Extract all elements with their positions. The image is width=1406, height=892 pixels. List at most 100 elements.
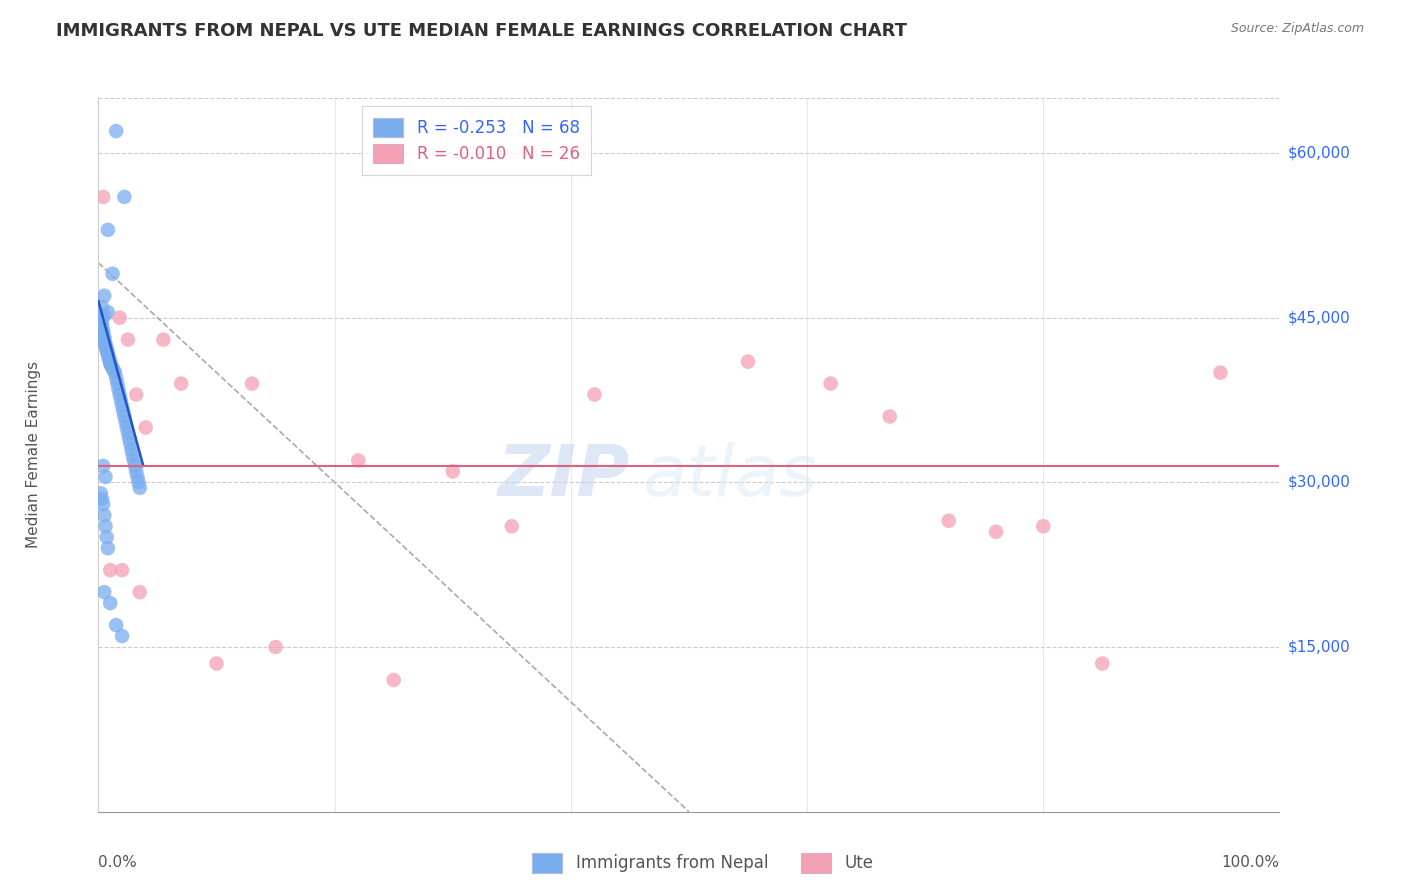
Text: IMMIGRANTS FROM NEPAL VS UTE MEDIAN FEMALE EARNINGS CORRELATION CHART: IMMIGRANTS FROM NEPAL VS UTE MEDIAN FEMA…	[56, 22, 907, 40]
Point	[96, 530, 118, 544]
Point	[110, 392, 132, 407]
Point	[124, 458, 146, 473]
Point	[91, 458, 114, 473]
Point	[93, 289, 115, 303]
Point	[125, 464, 148, 478]
Point	[91, 318, 114, 332]
Point	[879, 409, 901, 424]
Point	[90, 315, 112, 329]
Point	[101, 361, 124, 376]
Point	[128, 585, 150, 599]
Point	[93, 309, 115, 323]
Point	[120, 437, 142, 451]
Point	[93, 330, 115, 344]
Legend: Immigrants from Nepal, Ute: Immigrants from Nepal, Ute	[526, 847, 880, 880]
Point	[91, 497, 114, 511]
Text: $60,000: $60,000	[1288, 145, 1351, 161]
Point	[152, 333, 174, 347]
Point	[97, 348, 120, 362]
Point	[115, 420, 138, 434]
Point	[105, 618, 128, 632]
Point	[938, 514, 960, 528]
Point	[97, 305, 120, 319]
Point	[128, 481, 150, 495]
Point	[121, 442, 143, 457]
Point	[382, 673, 405, 687]
Point	[108, 310, 131, 325]
Point	[90, 486, 112, 500]
Text: $30,000: $30,000	[1288, 475, 1351, 490]
Point	[1209, 366, 1232, 380]
Point	[122, 453, 145, 467]
Text: atlas: atlas	[641, 442, 817, 511]
Point	[105, 371, 128, 385]
Point	[127, 470, 149, 484]
Point	[91, 324, 114, 338]
Point	[441, 464, 464, 478]
Point	[94, 339, 117, 353]
Point	[111, 629, 134, 643]
Text: Source: ZipAtlas.com: Source: ZipAtlas.com	[1230, 22, 1364, 36]
Point	[103, 363, 125, 377]
Point	[111, 563, 134, 577]
Point	[118, 432, 141, 446]
Point	[1032, 519, 1054, 533]
Text: ZIP: ZIP	[498, 442, 630, 511]
Text: Median Female Earnings: Median Female Earnings	[25, 361, 41, 549]
Point	[125, 387, 148, 401]
Point	[347, 453, 370, 467]
Point	[98, 596, 121, 610]
Point	[104, 366, 127, 380]
Text: 0.0%: 0.0%	[98, 855, 138, 870]
Point	[583, 387, 606, 401]
Point	[112, 409, 135, 424]
Text: 100.0%: 100.0%	[1222, 855, 1279, 870]
Point	[93, 334, 115, 349]
Point	[117, 333, 139, 347]
Point	[94, 519, 117, 533]
Point	[135, 420, 157, 434]
Point	[100, 359, 122, 373]
Point	[264, 640, 287, 654]
Point	[108, 387, 131, 401]
Text: $45,000: $45,000	[1288, 310, 1351, 326]
Point	[97, 541, 120, 556]
Point	[111, 399, 134, 413]
Point	[737, 354, 759, 368]
Point	[91, 326, 114, 340]
Point	[91, 310, 114, 325]
Point	[112, 404, 135, 418]
Point	[90, 313, 112, 327]
Point	[91, 328, 114, 343]
Point	[128, 475, 150, 490]
Point	[97, 346, 120, 360]
Point	[91, 300, 114, 314]
Point	[98, 352, 121, 367]
Point	[501, 519, 523, 533]
Point	[205, 657, 228, 671]
Point	[107, 382, 129, 396]
Point	[96, 342, 118, 356]
Point	[1091, 657, 1114, 671]
Point	[91, 190, 114, 204]
Point	[93, 508, 115, 523]
Point	[121, 448, 143, 462]
Point	[101, 267, 124, 281]
Point	[93, 585, 115, 599]
Text: $15,000: $15,000	[1288, 640, 1351, 655]
Point	[91, 491, 114, 506]
Point	[94, 470, 117, 484]
Point	[170, 376, 193, 391]
Point	[98, 563, 121, 577]
Point	[240, 376, 263, 391]
Point	[98, 354, 121, 368]
Point	[98, 350, 121, 364]
Point	[114, 415, 136, 429]
Point	[96, 343, 118, 358]
Point	[91, 321, 114, 335]
Point	[94, 337, 117, 351]
Point	[984, 524, 1007, 539]
Legend: R = -0.253   N = 68, R = -0.010   N = 26: R = -0.253 N = 68, R = -0.010 N = 26	[361, 106, 591, 175]
Point	[112, 190, 135, 204]
Point	[105, 124, 128, 138]
